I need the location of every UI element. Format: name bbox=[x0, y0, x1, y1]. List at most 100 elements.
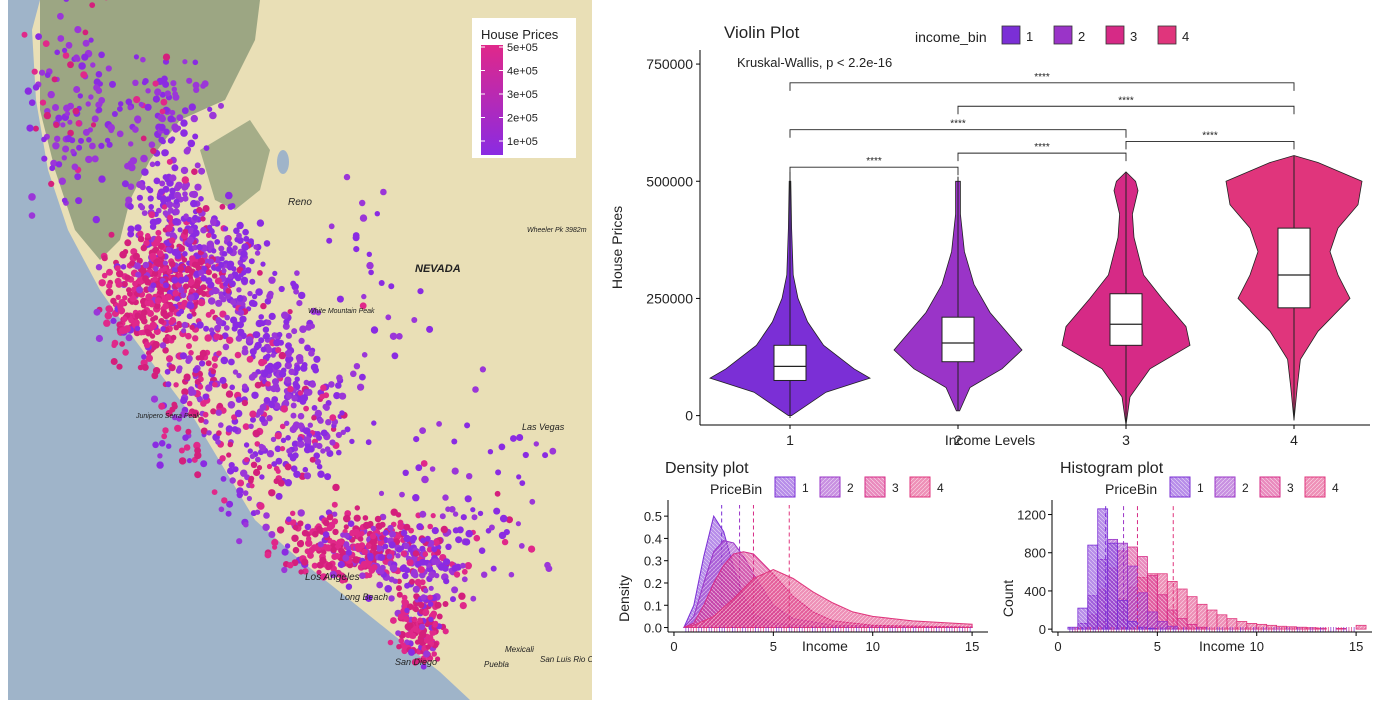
map-label-0: Reno bbox=[288, 197, 312, 208]
histogram-bar bbox=[1197, 604, 1207, 629]
price-point bbox=[442, 565, 449, 572]
price-point bbox=[218, 103, 224, 109]
price-point bbox=[147, 310, 154, 317]
price-point bbox=[281, 312, 289, 320]
price-point bbox=[180, 129, 188, 137]
price-point bbox=[321, 430, 328, 437]
price-point bbox=[88, 127, 93, 132]
price-point bbox=[67, 103, 74, 110]
price-point bbox=[264, 397, 271, 404]
price-point bbox=[151, 396, 158, 403]
price-point bbox=[407, 559, 414, 566]
density-legend-label: 1 bbox=[802, 481, 809, 495]
price-point bbox=[396, 512, 401, 517]
price-point bbox=[223, 344, 230, 351]
price-point bbox=[228, 401, 236, 409]
price-point bbox=[327, 514, 333, 520]
price-point bbox=[206, 430, 211, 435]
price-point bbox=[127, 203, 134, 210]
price-point bbox=[257, 270, 263, 276]
price-point bbox=[338, 548, 344, 554]
price-point bbox=[134, 262, 141, 269]
price-point bbox=[139, 330, 145, 336]
price-point bbox=[549, 448, 556, 455]
price-point bbox=[83, 30, 89, 36]
price-point bbox=[247, 496, 252, 501]
price-point bbox=[196, 355, 201, 360]
price-point bbox=[286, 333, 292, 339]
histogram-bar bbox=[1147, 612, 1157, 629]
price-point bbox=[157, 453, 162, 458]
price-point bbox=[187, 458, 192, 463]
price-point bbox=[323, 531, 330, 538]
price-point bbox=[194, 471, 201, 478]
price-point bbox=[290, 426, 297, 433]
price-point bbox=[162, 427, 168, 433]
price-point bbox=[376, 582, 383, 589]
price-point bbox=[246, 336, 253, 343]
price-point bbox=[499, 444, 506, 451]
price-point bbox=[230, 477, 236, 483]
price-point bbox=[284, 421, 289, 426]
histogram-x-tick-label: 5 bbox=[1154, 639, 1161, 654]
price-point bbox=[105, 138, 110, 143]
map-label-9: Wheeler Pk 3982m bbox=[527, 227, 587, 234]
price-point bbox=[78, 93, 83, 98]
price-point bbox=[49, 165, 55, 171]
price-point bbox=[248, 448, 253, 453]
legend-tick-label: 2e+05 bbox=[507, 113, 538, 125]
price-point bbox=[119, 251, 127, 259]
price-point bbox=[189, 325, 194, 330]
price-point bbox=[183, 283, 189, 289]
price-point bbox=[488, 449, 493, 454]
price-point bbox=[66, 42, 73, 49]
price-point bbox=[272, 271, 277, 276]
price-point bbox=[387, 554, 393, 560]
price-point bbox=[249, 483, 254, 488]
price-point bbox=[188, 303, 195, 310]
price-point bbox=[357, 384, 364, 391]
price-point bbox=[332, 529, 338, 535]
price-point bbox=[380, 189, 387, 196]
density-legend-label: 4 bbox=[937, 481, 944, 495]
map-left-border bbox=[0, 0, 8, 700]
price-point bbox=[112, 340, 119, 347]
price-point bbox=[415, 464, 422, 471]
price-point bbox=[169, 188, 175, 194]
price-point bbox=[107, 124, 115, 132]
price-point bbox=[350, 371, 357, 378]
price-point bbox=[450, 596, 456, 602]
price-point bbox=[155, 236, 162, 243]
map-label-3: Los Angeles bbox=[305, 572, 360, 583]
price-point bbox=[366, 439, 372, 445]
price-point bbox=[294, 270, 300, 276]
price-point bbox=[146, 186, 151, 191]
price-point bbox=[413, 550, 419, 556]
price-point bbox=[299, 325, 307, 333]
violin-x-tick-label: 4 bbox=[1290, 432, 1298, 448]
price-point bbox=[371, 564, 377, 570]
price-point bbox=[249, 411, 256, 418]
price-point bbox=[45, 72, 51, 78]
price-point bbox=[293, 471, 300, 478]
price-point bbox=[161, 76, 168, 83]
price-point bbox=[206, 360, 212, 366]
price-point bbox=[192, 134, 198, 140]
price-point bbox=[167, 159, 173, 165]
price-point bbox=[158, 137, 164, 143]
price-point bbox=[286, 516, 292, 522]
legend-tick-label: 4e+05 bbox=[507, 66, 538, 78]
price-point bbox=[248, 424, 253, 429]
price-point bbox=[298, 292, 305, 299]
price-point bbox=[352, 556, 359, 563]
price-point bbox=[169, 237, 175, 243]
price-point bbox=[232, 326, 238, 332]
price-point bbox=[106, 283, 112, 289]
price-point bbox=[83, 40, 90, 47]
price-point bbox=[417, 618, 423, 624]
price-point bbox=[89, 2, 95, 8]
price-point bbox=[180, 292, 186, 298]
price-point bbox=[262, 524, 269, 531]
price-point bbox=[249, 279, 255, 285]
